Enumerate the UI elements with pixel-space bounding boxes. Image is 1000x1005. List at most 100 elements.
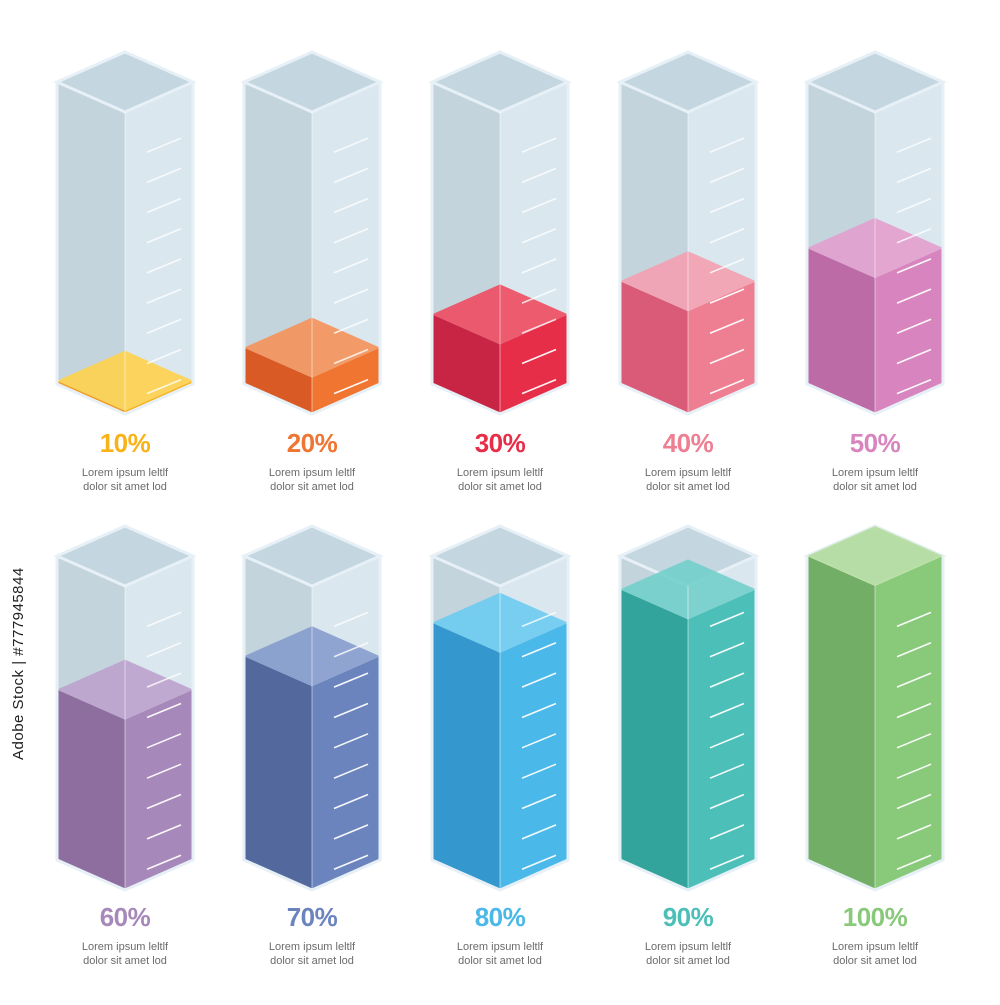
gradation-mark — [521, 733, 557, 749]
gradation-mark — [146, 378, 182, 395]
gradation-mark — [709, 793, 745, 810]
liquid-left-face — [620, 589, 688, 890]
gradation-mark — [521, 672, 557, 688]
cylinder-5 — [803, 50, 947, 416]
gradation-mark — [896, 854, 932, 871]
gradation-mark — [333, 197, 369, 214]
gradation-mark — [709, 824, 745, 840]
gradation-mark — [896, 288, 932, 304]
liquid-right-face — [875, 556, 943, 890]
gradation-mark — [709, 611, 745, 628]
caption-line-1: Lorem ipsum leltlf — [456, 941, 544, 953]
gradation-mark — [709, 318, 745, 335]
gradation-mark — [896, 702, 932, 719]
caption: Lorem ipsum leltlf dolor sit amet lod — [608, 940, 768, 968]
liquid-right-face — [688, 589, 756, 890]
gradation-mark — [896, 137, 932, 153]
gradation-mark — [146, 672, 182, 688]
value-label: 80% — [474, 902, 526, 932]
caption: Lorem ipsum leltlf dolor sit amet lod — [420, 466, 580, 494]
gradation-mark — [521, 824, 557, 840]
caption-line-2: dolor sit amet lod — [458, 481, 542, 493]
liquid-left-face — [244, 656, 312, 890]
gradation-mark — [333, 733, 369, 749]
gradation-mark — [333, 227, 369, 244]
caption-line-1: Lorem ipsum leltlf — [268, 467, 356, 479]
gradation-mark — [896, 672, 932, 688]
gradation-mark — [146, 733, 182, 749]
value-label: 20% — [286, 428, 338, 458]
gradation-mark — [521, 702, 557, 719]
caption-line-1: Lorem ipsum leltlf — [644, 941, 732, 953]
caption-line-1: Lorem ipsum leltlf — [831, 941, 919, 953]
gradation-mark — [896, 348, 932, 365]
liquid-left-face — [432, 622, 500, 890]
caption-line-1: Lorem ipsum leltlf — [268, 941, 356, 953]
cylinder-10 — [803, 524, 947, 892]
gradation-mark — [896, 824, 932, 840]
liquid-surface — [807, 526, 943, 586]
caption-line-2: dolor sit amet lod — [270, 955, 354, 967]
gradation-mark — [146, 854, 182, 871]
gradation-mark — [896, 378, 932, 395]
gradation-mark — [521, 288, 557, 304]
liquid-left-face — [807, 556, 875, 890]
gradation-mark — [521, 227, 557, 244]
gradation-mark — [146, 611, 182, 628]
gradation-mark — [333, 641, 369, 658]
caption-line-2: dolor sit amet lod — [83, 955, 167, 967]
gradation-mark — [333, 854, 369, 871]
gradation-mark — [709, 197, 745, 214]
liquid-right-face — [125, 689, 193, 890]
caption-line-2: dolor sit amet lod — [458, 955, 542, 967]
value-label: 100% — [842, 902, 908, 932]
gradation-mark — [896, 763, 932, 779]
gradation-mark — [333, 258, 369, 274]
gradation-mark — [521, 348, 557, 365]
cylinder-9 — [616, 524, 760, 892]
gradation-mark — [896, 258, 932, 274]
gradation-mark — [709, 763, 745, 779]
caption: Lorem ipsum leltlf dolor sit amet lod — [45, 466, 205, 494]
gradation-mark — [521, 763, 557, 779]
gradation-mark — [333, 763, 369, 779]
gradation-mark — [709, 641, 745, 658]
value-label: 40% — [662, 428, 714, 458]
caption-line-1: Lorem ipsum leltlf — [81, 941, 169, 953]
liquid-right-face — [875, 248, 943, 414]
value-label: 10% — [99, 428, 151, 458]
gradation-mark — [521, 318, 557, 335]
gradation-mark — [709, 227, 745, 244]
value-label: 70% — [286, 902, 338, 932]
cylinder-4 — [616, 50, 760, 416]
gradation-mark — [896, 318, 932, 335]
value-label: 50% — [849, 428, 901, 458]
liquid-right-face — [500, 314, 568, 414]
gradation-mark — [333, 378, 369, 395]
gradation-mark — [146, 348, 182, 365]
gradation-mark — [333, 288, 369, 304]
gradation-mark — [146, 793, 182, 810]
gradation-mark — [709, 733, 745, 749]
gradation-mark — [521, 167, 557, 184]
gradation-mark — [146, 167, 182, 184]
cylinder-3 — [428, 50, 572, 416]
gradation-mark — [521, 641, 557, 658]
gradation-mark — [709, 348, 745, 365]
value-label: 30% — [474, 428, 526, 458]
gradation-mark — [333, 348, 369, 365]
caption-line-2: dolor sit amet lod — [646, 481, 730, 493]
glass-right-face — [125, 82, 193, 414]
value-label: 90% — [662, 902, 714, 932]
caption: Lorem ipsum leltlf dolor sit amet lod — [420, 940, 580, 968]
gradation-mark — [521, 258, 557, 274]
cylinder-2 — [240, 50, 384, 416]
gradation-mark — [709, 378, 745, 395]
gradation-mark — [333, 318, 369, 335]
caption-line-1: Lorem ipsum leltlf — [831, 467, 919, 479]
liquid-left-face — [57, 689, 125, 890]
caption: Lorem ipsum leltlf dolor sit amet lod — [232, 940, 392, 968]
cylinder-6 — [53, 524, 197, 892]
